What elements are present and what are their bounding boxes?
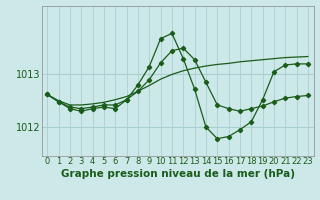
X-axis label: Graphe pression niveau de la mer (hPa): Graphe pression niveau de la mer (hPa): [60, 169, 295, 179]
